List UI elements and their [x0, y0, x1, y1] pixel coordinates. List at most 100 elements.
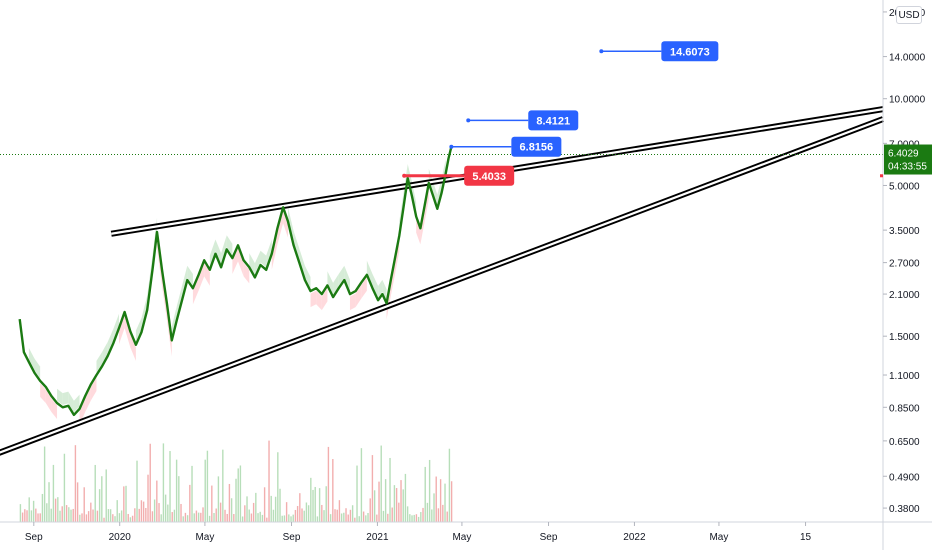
volume-bar [204, 459, 206, 522]
trendlines[interactable] [0, 106, 885, 462]
cloud-segment [57, 388, 63, 405]
volume-bar [316, 516, 319, 522]
volume-bar [186, 515, 189, 522]
volume-bar [19, 504, 22, 522]
volume-bar [428, 459, 431, 522]
volume-bar [32, 500, 35, 522]
price-tag-box [511, 136, 562, 157]
volume-bar [48, 482, 50, 522]
volume-bar [164, 494, 167, 522]
volume-bar [54, 498, 57, 522]
volume-bar [398, 502, 400, 522]
cloud-segment [181, 265, 188, 299]
price-tag-label: 8.4121 [536, 115, 570, 127]
price-line [18, 146, 453, 417]
volume-bar [83, 487, 85, 522]
volume-bar [406, 506, 409, 522]
volume-bar [142, 501, 145, 522]
volume-bar [28, 497, 30, 522]
volume-bar [263, 487, 266, 522]
volume-bar [318, 488, 321, 522]
cloud-segment [141, 295, 148, 330]
volume-bar [321, 504, 323, 522]
price-tag-label: 5.4033 [472, 171, 506, 183]
volume-bar [30, 510, 33, 522]
trendline-lower-inner [0, 118, 884, 454]
volume-bar [195, 510, 198, 522]
volume-bar [329, 514, 332, 522]
volume-bar [138, 508, 140, 522]
price-tag-label: 14.6073 [670, 46, 710, 58]
cloud-segment [107, 328, 114, 354]
volume-bar [136, 460, 138, 522]
cloud-segment [299, 248, 305, 278]
cloud-segment [130, 333, 136, 361]
cloud-segment [266, 239, 272, 268]
cloud-segment [310, 290, 317, 308]
volume-bar [175, 459, 178, 522]
volume-bar [376, 514, 378, 522]
currency-button[interactable]: USD [896, 6, 922, 24]
cloud-segment [73, 394, 80, 413]
volume-bar [422, 507, 424, 522]
volume-bar [85, 514, 88, 522]
volume-bar [129, 517, 132, 522]
volume-bar [24, 509, 26, 522]
volume-bar [411, 515, 413, 522]
volume-bar [109, 509, 112, 522]
volume-bar [446, 511, 448, 522]
volume-bar [391, 507, 393, 522]
volume-bar [351, 505, 354, 522]
volume-bar [347, 514, 349, 522]
volume-bar [213, 512, 215, 522]
last-price-badge [884, 144, 932, 175]
price-tag-box [528, 110, 579, 131]
price-tags[interactable]: 14.6073 8.4121 6.8156 5.4033 [402, 41, 719, 186]
volume-bar [415, 514, 418, 522]
cloud-segment [209, 239, 216, 268]
volume-bar [37, 513, 39, 522]
cloud-segment [79, 398, 86, 425]
volume-bar [345, 508, 347, 522]
cloud-segment [192, 277, 199, 305]
cloud-segment [40, 383, 46, 403]
volume-bar [197, 512, 200, 522]
price-tag-anchor [449, 144, 454, 149]
volume-bar [123, 486, 125, 522]
volume-bar [239, 465, 242, 522]
cloud-segment [249, 253, 255, 275]
last-price-label: 6.4029 [888, 149, 919, 160]
cloud-segment [187, 265, 193, 286]
volume-bar [81, 513, 83, 522]
volume-bar [367, 512, 369, 522]
volume-bar [147, 474, 149, 522]
volume-bar [310, 477, 312, 522]
x-tick-label: Sep [540, 532, 558, 543]
x-tick-label: 2021 [366, 532, 389, 543]
volume-bar [270, 495, 272, 522]
volume-bar [312, 489, 314, 522]
volume-bar [336, 509, 338, 522]
x-tick-label: 15 [800, 532, 812, 543]
volume-bar [94, 464, 96, 522]
volume-bar [222, 449, 224, 522]
volume-bar [393, 485, 396, 522]
y-tick-label: 0.6500 [889, 437, 920, 448]
cloud-segment [221, 235, 227, 265]
x-tick-label: Sep [25, 532, 43, 543]
volume-bar [435, 476, 437, 522]
volume-bar [72, 508, 74, 522]
volume-bar [268, 440, 270, 522]
axis-marker [880, 174, 883, 178]
volume-bar [228, 483, 231, 522]
cloud-segment [437, 179, 442, 207]
volume-bar [444, 483, 446, 522]
cloud-segment [51, 398, 58, 419]
volume-bar [314, 486, 316, 522]
volume-bar [151, 511, 154, 522]
volume-bar [323, 510, 325, 522]
y-tick-label: 0.8500 [889, 403, 920, 414]
volume-bar [107, 509, 110, 522]
